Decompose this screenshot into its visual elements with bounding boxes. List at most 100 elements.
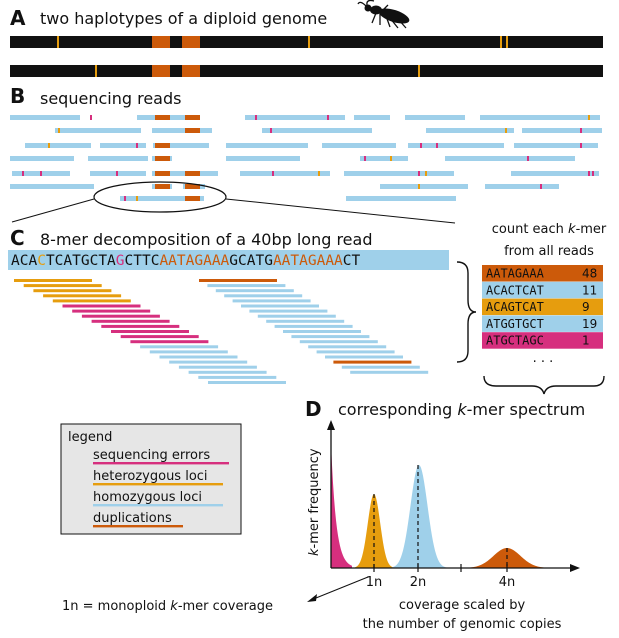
error-mark: [124, 196, 126, 201]
x-axis-label-line1: coverage scaled by: [399, 598, 526, 613]
note-pointer-line: [310, 576, 369, 601]
kmer-bar: [299, 340, 378, 344]
read-bar: [485, 184, 559, 189]
kmer-bar: [101, 324, 180, 328]
note-pointer-arrow: [307, 594, 317, 602]
legend-item: homozygous loci: [93, 490, 223, 507]
error-peak: [331, 443, 352, 568]
duplication-block: [182, 36, 200, 48]
brace-bottom: [483, 375, 605, 395]
read-segment: G: [116, 253, 125, 269]
error-mark: [580, 143, 582, 148]
kmer-bar: [207, 284, 286, 288]
panel-c-letter: C: [10, 226, 25, 250]
error-mark: [592, 171, 594, 176]
legend-underline: [93, 462, 229, 465]
kmer-bar: [341, 365, 420, 369]
read-bar: [100, 143, 146, 148]
read-bar: [445, 156, 575, 161]
read: [226, 156, 300, 161]
kmer-row-background: [482, 298, 603, 316]
heterozygous-site: [500, 36, 502, 48]
kmer-bar: [120, 335, 199, 339]
read: [10, 156, 74, 161]
error-mark: [272, 171, 274, 176]
read-segment: AATAGAAA: [159, 253, 229, 269]
heterozygous-mark: [318, 171, 320, 176]
heterozygous-mark: [418, 184, 420, 189]
read: [522, 128, 602, 133]
read-bar: [55, 128, 141, 133]
zoom-line-left: [11, 198, 95, 223]
kmer-bar: [159, 355, 238, 359]
y-axis-arrow: [327, 420, 335, 430]
duplication-mark: [185, 196, 200, 201]
kmer-table-row: ACACTCAT 11: [482, 281, 603, 299]
read: [120, 196, 204, 201]
tick-4n: 4n: [499, 575, 516, 590]
kmer-bar: [52, 299, 131, 303]
kmer-row-background: [482, 315, 603, 332]
read-bar: [152, 128, 212, 133]
kmer-count: 1: [582, 334, 590, 348]
error-mark: [418, 171, 420, 176]
read-bar: [346, 196, 456, 201]
heterozygous-site: [506, 36, 508, 48]
read: [12, 171, 70, 176]
legend-label: homozygous loci: [93, 490, 202, 505]
panel-d: D corresponding k-mer spectrum k-mer fre…: [62, 397, 585, 632]
read-bar: [240, 171, 330, 176]
read: [346, 196, 456, 201]
read: [240, 171, 330, 176]
kmer-row-background: [482, 265, 603, 282]
legend-underline: [93, 483, 223, 486]
error-mark: [436, 143, 438, 148]
read-bar: [226, 143, 308, 148]
read: [262, 128, 372, 133]
kmer-sequence: AATAGAAA: [486, 267, 545, 281]
legend-box: [60, 423, 242, 535]
read: [90, 171, 146, 176]
read-bar: [344, 171, 454, 176]
tick-1n: 1n: [366, 575, 383, 590]
legend-items: sequencing errors heterozygous loci homozy…: [93, 448, 229, 528]
sequencing-reads: [10, 115, 602, 201]
read: [322, 143, 396, 148]
read-background: [8, 250, 449, 270]
error-mark: [136, 143, 138, 148]
read: [153, 143, 209, 148]
duplication-peak: [465, 548, 552, 568]
y-axis-label: k-mer frequency: [307, 448, 322, 556]
zoom-line-right: [225, 198, 456, 224]
duplication-mark: [185, 115, 200, 120]
kmer-bar: [43, 294, 122, 298]
read: [380, 184, 468, 189]
legend-underline: [93, 504, 223, 507]
heterozygous-mark: [48, 143, 50, 148]
heterozygous-site: [57, 36, 59, 48]
kmer-spectrum-plot: [331, 443, 552, 568]
kmer-count: 11: [582, 283, 597, 297]
read-bar: [354, 115, 390, 120]
kmer-bar: [62, 304, 141, 308]
read-bar: [408, 143, 504, 148]
heterozygous-mark: [58, 128, 60, 133]
count-caption-line1: count each k-mer: [492, 222, 607, 237]
read-segment: ACA: [11, 253, 37, 269]
kmer-bar: [350, 370, 429, 374]
heterozygous-site: [418, 65, 420, 77]
kmer-bar: [111, 330, 189, 333]
read: [245, 115, 345, 120]
read-bar: [10, 156, 74, 161]
kmer-bar: [33, 289, 112, 293]
read: [226, 143, 308, 148]
error-mark: [116, 171, 118, 176]
kmer-count: 48: [582, 267, 597, 281]
read: [514, 143, 598, 148]
panel-a: A two haplotypes of a diploid genome: [10, 0, 603, 77]
error-mark: [527, 156, 529, 161]
read-bar: [262, 128, 372, 133]
kmer-bar: [266, 319, 345, 323]
error-mark: [420, 143, 422, 148]
